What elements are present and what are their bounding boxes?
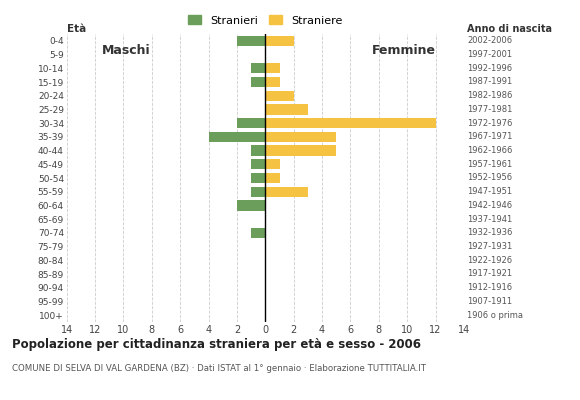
Text: 1917-1921: 1917-1921: [467, 270, 513, 278]
Bar: [266, 77, 280, 87]
Legend: Stranieri, Straniere: Stranieri, Straniere: [183, 11, 347, 30]
Text: 1972-1976: 1972-1976: [467, 119, 513, 128]
Text: 1967-1971: 1967-1971: [467, 132, 513, 141]
Bar: [251, 173, 266, 183]
Bar: [237, 200, 266, 210]
Bar: [251, 63, 266, 74]
Text: 1907-1911: 1907-1911: [467, 297, 513, 306]
Text: 1927-1931: 1927-1931: [467, 242, 513, 251]
Bar: [266, 90, 293, 101]
Bar: [266, 159, 280, 170]
Text: 1987-1991: 1987-1991: [467, 78, 513, 86]
Text: 1982-1986: 1982-1986: [467, 91, 513, 100]
Bar: [266, 118, 436, 128]
Text: Popolazione per cittadinanza straniera per età e sesso - 2006: Popolazione per cittadinanza straniera p…: [12, 338, 420, 351]
Text: 1952-1956: 1952-1956: [467, 174, 513, 182]
Text: 1912-1916: 1912-1916: [467, 283, 513, 292]
Bar: [266, 186, 308, 197]
Bar: [251, 186, 266, 197]
Bar: [237, 36, 266, 46]
Text: 1957-1961: 1957-1961: [467, 160, 513, 169]
Text: 1947-1951: 1947-1951: [467, 187, 513, 196]
Text: 2002-2006: 2002-2006: [467, 36, 513, 45]
Bar: [209, 132, 266, 142]
Text: 1906 o prima: 1906 o prima: [467, 311, 523, 320]
Bar: [266, 36, 293, 46]
Bar: [251, 146, 266, 156]
Text: 1992-1996: 1992-1996: [467, 64, 513, 73]
Text: Età: Età: [67, 24, 86, 34]
Bar: [251, 77, 266, 87]
Text: 1932-1936: 1932-1936: [467, 228, 513, 237]
Bar: [251, 159, 266, 170]
Bar: [266, 146, 336, 156]
Bar: [266, 104, 308, 114]
Bar: [266, 132, 336, 142]
Text: 1962-1966: 1962-1966: [467, 146, 513, 155]
Bar: [266, 63, 280, 74]
Text: 1997-2001: 1997-2001: [467, 50, 513, 59]
Text: 1977-1981: 1977-1981: [467, 105, 513, 114]
Text: 1922-1926: 1922-1926: [467, 256, 513, 265]
Text: Anno di nascita: Anno di nascita: [467, 24, 552, 34]
Bar: [237, 118, 266, 128]
Text: 1937-1941: 1937-1941: [467, 215, 513, 224]
Bar: [251, 228, 266, 238]
Text: COMUNE DI SELVA DI VAL GARDENA (BZ) · Dati ISTAT al 1° gennaio · Elaborazione TU: COMUNE DI SELVA DI VAL GARDENA (BZ) · Da…: [12, 364, 426, 373]
Text: 1942-1946: 1942-1946: [467, 201, 513, 210]
Text: Maschi: Maschi: [102, 44, 151, 57]
Text: Femmine: Femmine: [372, 44, 436, 57]
Bar: [266, 173, 280, 183]
